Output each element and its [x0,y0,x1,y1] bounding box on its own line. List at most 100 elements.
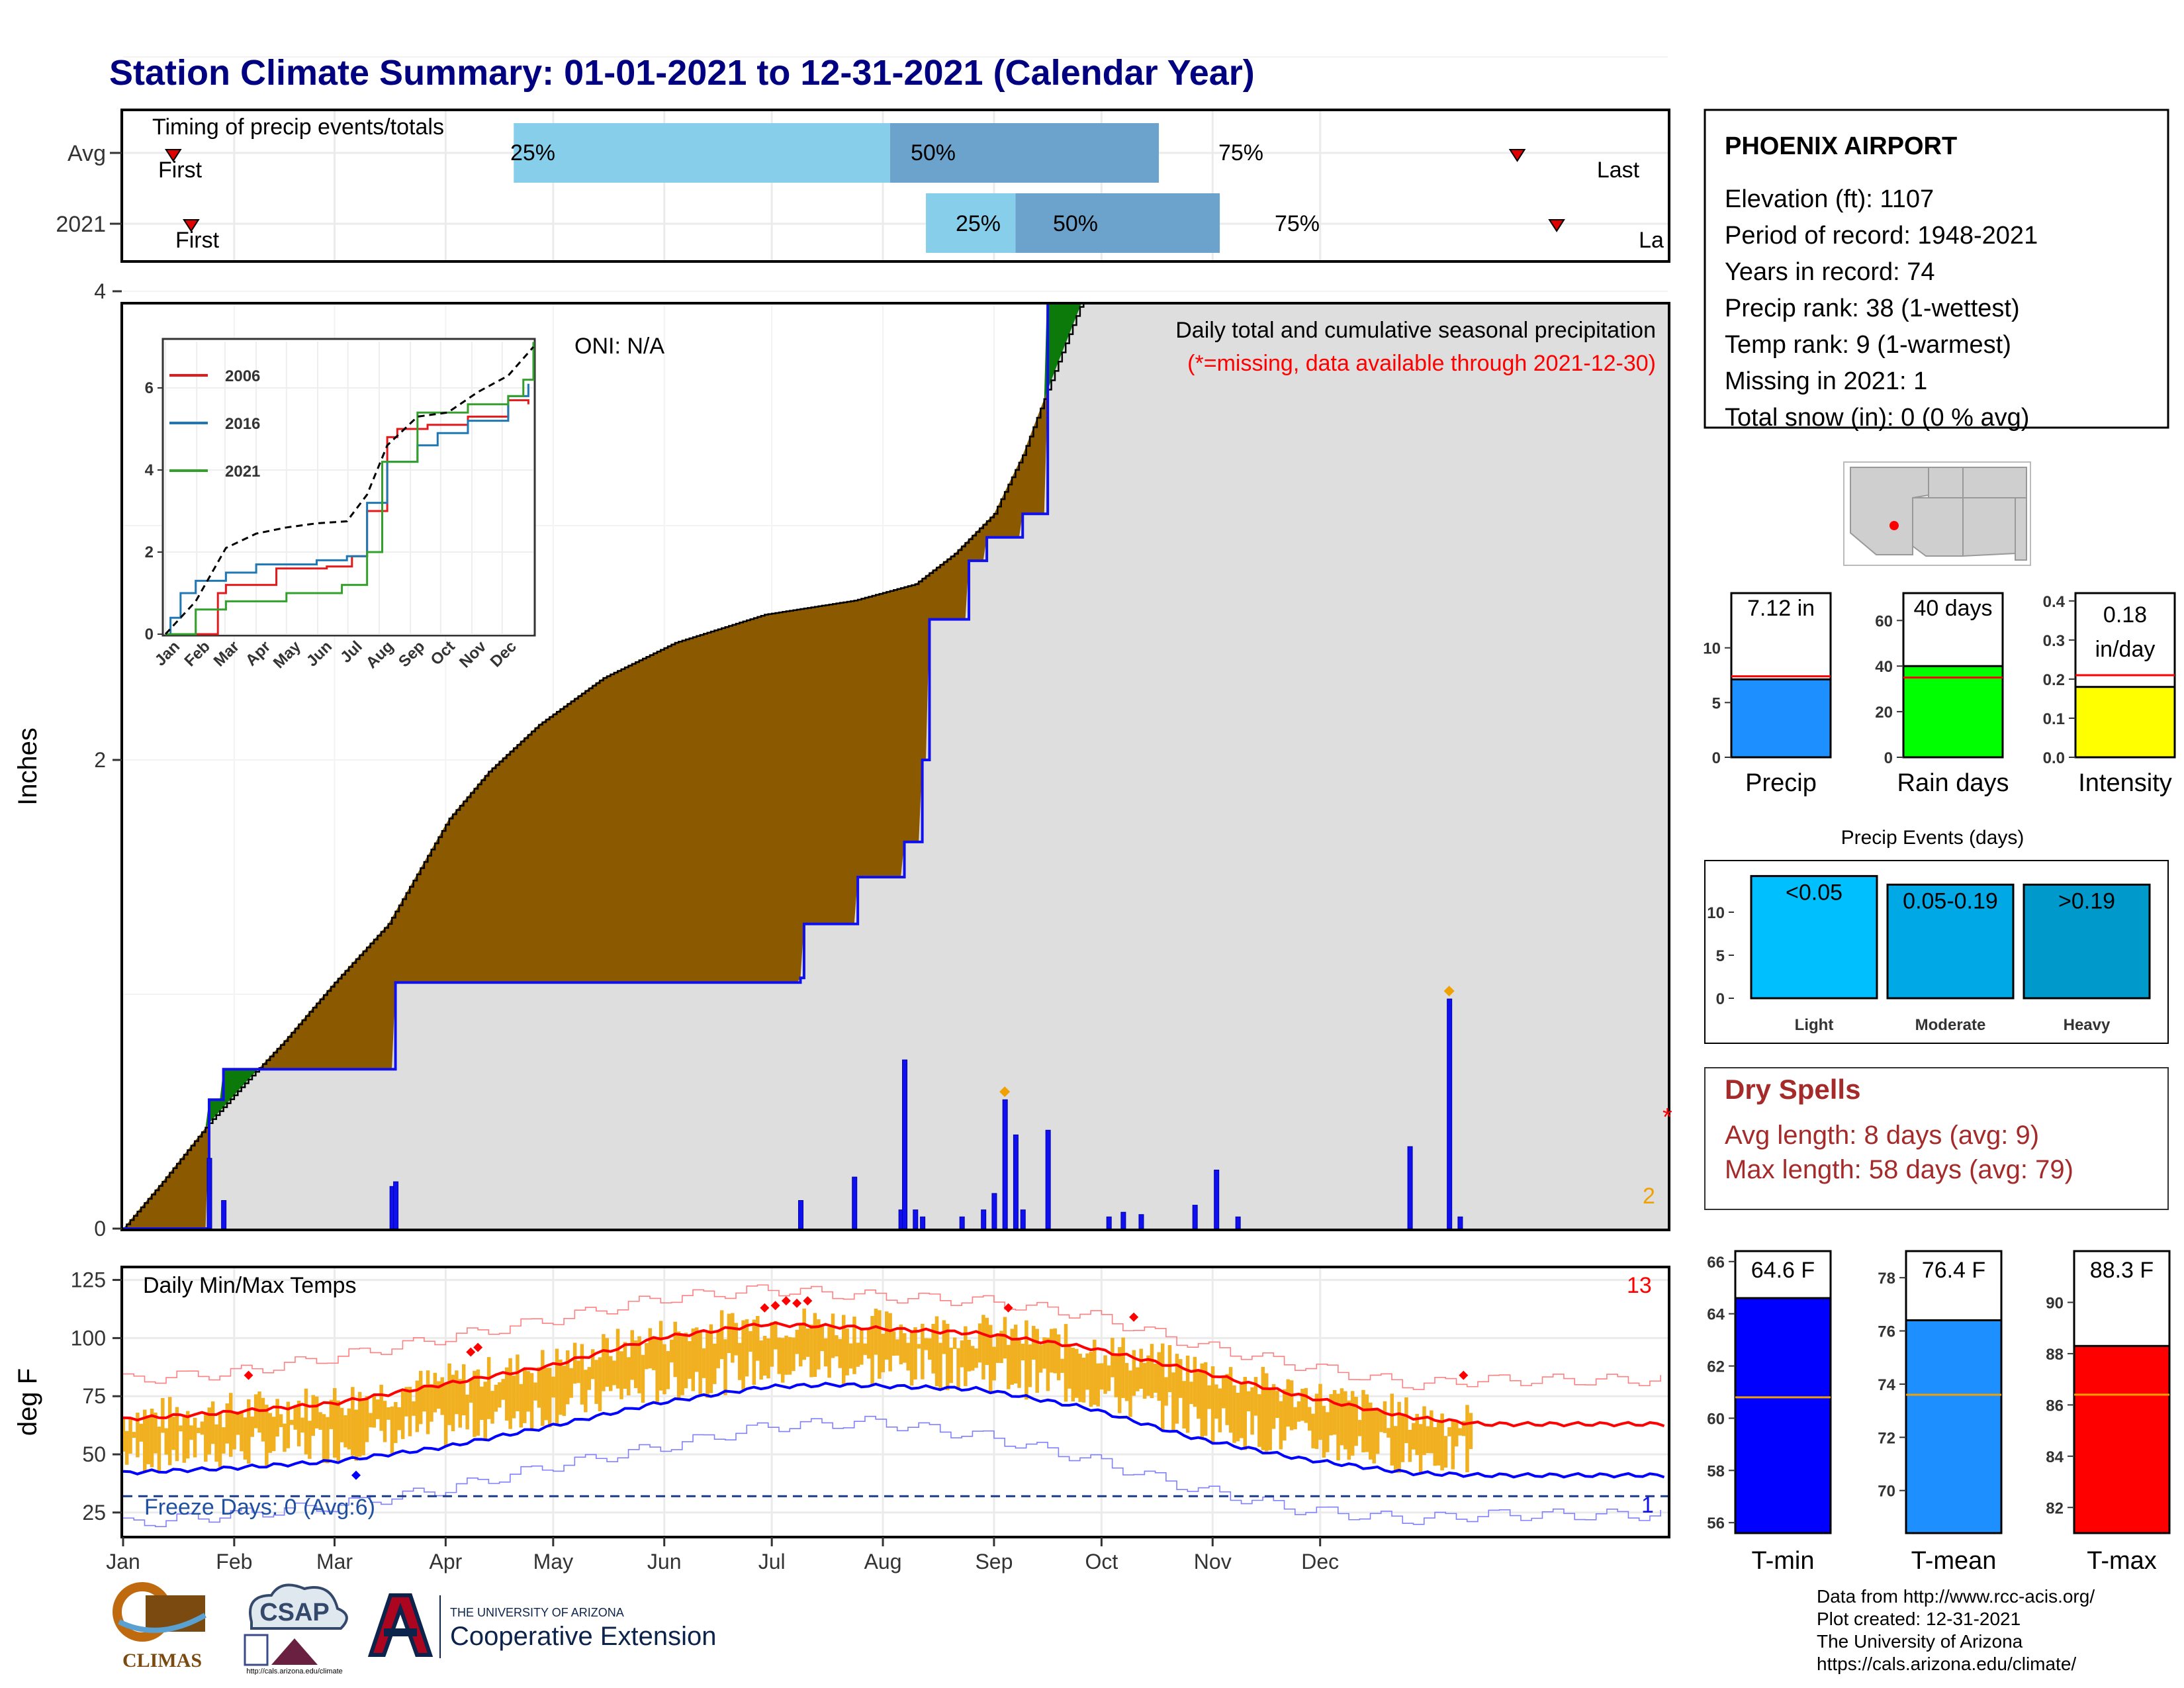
daily-temp-range-bar [1454,1420,1459,1447]
events-bar [1750,874,1878,1000]
daily-temp-range-bar [792,1337,796,1372]
temp-bar-ytick-label: 90 [2046,1294,2064,1312]
daily-temp-range-bar [418,1370,423,1425]
daily-temp-range-bar [1225,1374,1229,1425]
daily-temp-range-bar [691,1328,696,1391]
daily-temp-range-bar [426,1370,430,1434]
daily-temp-range-bar [903,1333,907,1363]
daily-temp-range-bar [473,1370,477,1437]
daily-precip-bar [797,1200,803,1229]
month-label: Apr [429,1550,462,1573]
daily-temp-range-bar [182,1415,187,1463]
temp-bar-ytick-label: 56 [1707,1515,1725,1532]
daily-temp-range-bar [906,1342,910,1371]
daily-temp-range-bar [369,1413,373,1428]
daily-temp-range-bar [1017,1340,1021,1388]
daily-temp-range-bar [676,1331,681,1401]
stat-ytick-label: 60 [1875,612,1893,630]
inset-xtick-label: Jun [303,637,336,670]
daily-temp-range-bar [1397,1401,1401,1474]
daily-temp-range-bar [841,1315,846,1385]
daily-temp-range-bar [544,1368,549,1421]
daily-temp-range-bar [999,1331,1003,1364]
daily-temp-range-bar [171,1417,175,1450]
daily-temp-range-bar [1096,1363,1100,1407]
record-high-marker [760,1303,770,1313]
stat-value-intensity: 0.18 [2103,602,2147,628]
daily-temp-range-bar [1458,1428,1462,1436]
daily-temp-range-bar [931,1323,935,1374]
daily-temp-range-bar [731,1313,735,1363]
daily-temp-range-bar [207,1407,211,1455]
daily-temp-range-bar [179,1425,183,1432]
stat-label-intensity: Intensity [2078,769,2172,797]
daily-temp-range-bar [197,1427,201,1433]
daily-temp-range-bar [322,1414,326,1463]
daily-temp-range-bar [498,1382,502,1408]
daily-temp-range-bar [1064,1324,1068,1402]
inset-line-avg [164,346,535,635]
daily-temp-range-bar [164,1428,168,1455]
precip-subtitle: Daily total and cumulative seasonal prec… [1175,318,1656,343]
daily-temp-range-bar [1236,1393,1240,1442]
daily-temp-range-bar [136,1413,140,1458]
station-location-dot [1889,521,1899,530]
inset-xtick-label: Mar [210,637,243,670]
daily-temp-range-bar [716,1330,720,1368]
oni-label: ONI: N/A [574,334,664,359]
daily-temp-range-bar [759,1340,763,1380]
daily-temp-range-bar [770,1322,774,1367]
daily-temp-range-bar [222,1427,226,1454]
daily-temp-range-bar [1283,1389,1287,1441]
daily-temp-range-bar [942,1320,946,1354]
daily-temp-range-bar [1056,1334,1061,1381]
daily-temp-range-bar [1461,1421,1466,1436]
daily-temp-range-bar [970,1346,975,1371]
daily-temp-range-bar [913,1327,917,1380]
daily-temp-range-bar [512,1376,516,1419]
daily-temp-range-bar [723,1339,727,1395]
daily-temp-range-bar [412,1401,416,1416]
stat-value-raindays: 40 days [1913,596,1992,621]
daily-temp-range-bar [884,1311,889,1360]
daily-temp-range-bar [243,1417,248,1460]
station-line-7: Total snow (in): 0 (0 % avg) [1725,404,2029,432]
daily-temp-range-bar [1210,1366,1215,1444]
daily-temp-range-bar [827,1327,831,1378]
daily-temp-range-bar [648,1328,653,1369]
daily-temp-range-bar [924,1338,929,1350]
page-title: Station Climate Summary: 01-01-2021 to 1… [109,53,1255,93]
daily-precip-bar [902,1059,908,1229]
daily-temp-range-bar [154,1412,158,1454]
daily-temp-range-bar [662,1344,666,1395]
daily-temp-range-bar [845,1328,849,1376]
timing-bar-q2 [1015,193,1220,253]
daily-temp-range-bar [1293,1407,1297,1430]
svg-text:CSAP: CSAP [259,1599,330,1626]
daily-temp-range-bar [465,1394,469,1430]
daily-temp-range-bar [637,1336,641,1393]
daily-temp-range-bar [978,1323,982,1363]
stat-ytick-label: 0 [1884,749,1893,767]
daily-temp-range-bar [501,1379,506,1400]
dry-spells-avg: Avg length: 8 days (avg: 9) [1725,1121,2039,1150]
daily-temp-range-bar [232,1411,236,1450]
daily-temp-range-bar [927,1338,932,1360]
daily-temp-range-bar [1451,1421,1455,1470]
daily-temp-range-bar [1232,1385,1236,1443]
daily-temp-range-bar [762,1336,767,1376]
temp-bar-tmin [1734,1297,1832,1534]
daily-temp-range-bar [641,1354,645,1403]
inset-xtick-label: Sep [395,637,428,671]
stat-ytick-label: 0.0 [2043,749,2065,767]
daily-temp-range-bar [440,1377,444,1415]
svg-text:THE UNIVERSITY OF ARIZONA: THE UNIVERSITY OF ARIZONA [450,1606,624,1619]
precip-events: Precip Events (days) 0 5 10 <0.05 Light 0.05-… [1704,827,2169,1044]
month-label: May [533,1550,573,1573]
daily-temp-range-bar [1003,1317,1007,1359]
avg-max-line [123,1321,1665,1428]
avg-cumulative-line [123,305,1085,1229]
daily-temp-range-bar [1038,1344,1043,1373]
daily-temp-range-bar [752,1319,756,1385]
